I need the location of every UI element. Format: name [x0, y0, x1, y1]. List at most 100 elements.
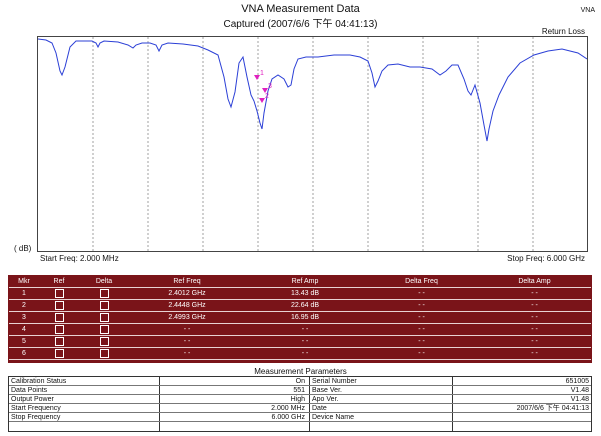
ref-checkbox[interactable] — [55, 301, 64, 310]
ref-checkbox[interactable] — [55, 313, 64, 322]
marker-cell-ref-amp: 22.64 dB — [290, 302, 320, 309]
parameter-label: Data Points — [11, 387, 48, 394]
parameter-value: V1.48 — [570, 387, 589, 394]
marker-cell-mkr: 3 — [22, 314, 26, 321]
marker-cell-ref-freq: - - — [183, 338, 191, 345]
start-frequency-label: Start Freq: 2.000 MHz — [40, 254, 119, 263]
marker-cell-delta-amp: - - — [531, 350, 538, 357]
svg-text:3: 3 — [268, 83, 272, 90]
marker-cell-mkr: 5 — [22, 338, 26, 345]
marker-cell-mkr: 4 — [22, 326, 26, 333]
parameters-table: Calibration Status On Serial Number 651005 D… — [8, 376, 592, 432]
marker-cell-delta-amp: - - — [531, 302, 538, 309]
marker-cell-delta-freq: - - — [418, 326, 425, 333]
marker-cell-mkr: 6 — [22, 350, 26, 357]
marker-cell-delta-amp: - - — [531, 326, 538, 333]
svg-text:2: 2 — [265, 93, 269, 100]
column-header: Ref Amp — [291, 278, 319, 285]
column-header: Delta Amp — [518, 278, 551, 285]
marker-cell-ref-amp: 16.95 dB — [290, 314, 320, 321]
parameter-row: Data Points 551 Base Ver. V1.48 — [9, 386, 591, 395]
column-header: Ref Freq — [173, 278, 201, 285]
table-divider — [309, 377, 310, 431]
marker-cell-mkr: 2 — [22, 302, 26, 309]
parameter-value: V1.48 — [570, 396, 589, 403]
parameter-label: Calibration Status — [11, 378, 67, 385]
marker-row: 1 2.4012 GHz 13.43 dB - - - - — [9, 288, 591, 300]
parameter-value: On — [295, 378, 305, 385]
column-header: Ref — [53, 278, 65, 285]
marker-cell-mkr: 1 — [22, 290, 26, 297]
chart-marker-3: 3 — [262, 83, 272, 93]
delta-checkbox[interactable] — [100, 325, 109, 334]
return-loss-chart: 1 2 3 — [37, 36, 588, 252]
parameter-value: 651005 — [565, 378, 589, 385]
parameter-row: Start Frequency 2.000 MHz Date 2007/6/6 下午 … — [9, 404, 591, 413]
parameter-value: 551 — [293, 387, 305, 394]
delta-checkbox[interactable] — [100, 349, 109, 358]
marker-cell-delta-amp: - - — [531, 290, 538, 297]
parameters-title: Measurement Parameters — [254, 367, 347, 376]
parameter-label: Output Power — [11, 396, 54, 403]
marker-cell-ref-amp: - - — [301, 350, 309, 357]
marker-cell-ref-freq: - - — [183, 326, 191, 333]
marker-table-header: Mkr Ref Delta Ref Freq Ref Amp Delta Freq Delt… — [9, 276, 591, 288]
chart-marker-2: 2 — [259, 93, 269, 103]
marker-cell-delta-amp: - - — [531, 314, 538, 321]
marker-cell-delta-freq: - - — [418, 338, 425, 345]
parameter-value: 2.000 MHz — [271, 405, 305, 412]
marker-cell-delta-amp: - - — [531, 338, 538, 345]
marker-row: 3 2.4993 GHz 16.95 dB - - - - — [9, 312, 591, 324]
parameter-label: Stop Frequency — [11, 414, 61, 421]
marker-cell-ref-freq: 2.4993 GHz — [168, 314, 206, 321]
column-header: Delta Freq — [405, 278, 438, 285]
brand-label: VNA — [580, 7, 595, 14]
marker-cell-delta-freq: - - — [418, 302, 425, 309]
marker-row: 4 - - - - - - - - — [9, 324, 591, 336]
parameter-value: 6.000 GHz — [271, 414, 305, 421]
ref-checkbox[interactable] — [55, 349, 64, 358]
marker-row: 2 2.4448 GHz 22.64 dB - - - - — [9, 300, 591, 312]
parameter-row: Output Power High Apo Ver. V1.48 — [9, 395, 591, 404]
stop-frequency-label: Stop Freq: 6.000 GHz — [507, 254, 585, 263]
page-title: VNA Measurement Data — [241, 3, 360, 15]
delta-checkbox[interactable] — [100, 301, 109, 310]
marker-cell-delta-freq: - - — [418, 314, 425, 321]
parameter-value: 2007/6/6 下午 04:41:13 — [516, 405, 589, 412]
parameter-value — [454, 413, 589, 422]
ref-checkbox[interactable] — [55, 289, 64, 298]
ref-checkbox[interactable] — [55, 337, 64, 346]
marker-row: 6 - - - - - - - - — [9, 348, 591, 360]
table-divider — [452, 377, 453, 431]
column-header: Delta — [95, 278, 113, 285]
delta-checkbox[interactable] — [100, 289, 109, 298]
parameter-label: Date — [312, 405, 327, 412]
marker-cell-ref-amp: - - — [301, 326, 309, 333]
marker-cell-delta-freq: - - — [418, 350, 425, 357]
marker-cell-ref-freq: 2.4448 GHz — [168, 302, 206, 309]
marker-cell-ref-amp: - - — [301, 338, 309, 345]
marker-cell-ref-freq: 2.4012 GHz — [168, 290, 206, 297]
parameter-label: Start Frequency — [11, 405, 61, 412]
parameter-value: High — [290, 396, 305, 403]
parameter-label: Base Ver. — [312, 387, 342, 394]
parameter-label: Apo Ver. — [312, 396, 339, 403]
parameter-label: Device Name — [312, 414, 355, 421]
chart-plot: 1 2 3 — [38, 37, 587, 251]
unit-label: ( dB) — [14, 244, 32, 253]
parameter-label: Serial Number — [312, 378, 357, 385]
delta-checkbox[interactable] — [100, 313, 109, 322]
return-loss-trace — [38, 38, 587, 142]
ref-checkbox[interactable] — [55, 325, 64, 334]
trace-label: Return Loss — [541, 27, 585, 36]
chart-marker-1: 1 — [254, 70, 264, 80]
captured-timestamp: Captured (2007/6/6 下午 04:41:13) — [223, 19, 378, 30]
marker-cell-ref-freq: - - — [183, 350, 191, 357]
marker-table: Mkr Ref Delta Ref Freq Ref Amp Delta Freq Delt… — [8, 275, 592, 363]
column-header: Mkr — [18, 278, 30, 285]
marker-cell-delta-freq: - - — [418, 290, 425, 297]
svg-text:1: 1 — [260, 70, 264, 77]
delta-checkbox[interactable] — [100, 337, 109, 346]
parameter-row: Calibration Status On Serial Number 651005 — [9, 377, 591, 386]
marker-row: 5 - - - - - - - - — [9, 336, 591, 348]
